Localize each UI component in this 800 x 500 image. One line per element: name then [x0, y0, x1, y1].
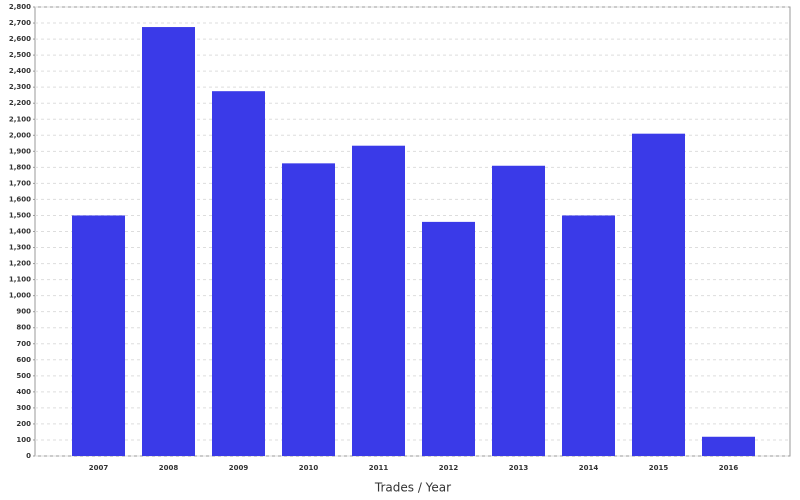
y-tick-label: 0 [26, 452, 31, 460]
y-tick-label: 2,700 [9, 19, 31, 27]
y-tick-label: 800 [16, 324, 31, 332]
y-tick-label: 2,000 [9, 131, 31, 139]
y-tick-label: 2,200 [9, 99, 31, 107]
y-tick-label: 500 [16, 372, 31, 380]
y-tick-label: 300 [16, 404, 31, 412]
y-tick-label: 1,900 [9, 147, 31, 155]
bar [632, 133, 685, 457]
x-tick-label: 2011 [369, 464, 389, 472]
y-tick-label: 1,800 [9, 163, 31, 171]
bar [492, 165, 545, 456]
x-tick-label: 2009 [229, 464, 249, 472]
y-tick-label: 1,600 [9, 195, 31, 203]
y-tick-label: 2,100 [9, 115, 31, 123]
x-tick-label: 2016 [719, 464, 739, 472]
bar [212, 91, 265, 456]
y-tick-label: 1,300 [9, 244, 31, 252]
bar [562, 215, 615, 456]
x-tick-label: 2010 [299, 464, 319, 472]
x-tick-label: 2012 [439, 464, 459, 472]
bar [702, 436, 755, 456]
y-tick-label: 2,500 [9, 51, 31, 59]
bar [142, 27, 195, 456]
y-tick-label: 100 [16, 436, 31, 444]
y-tick-label: 1,700 [9, 179, 31, 187]
y-tick-label: 2,300 [9, 83, 31, 91]
y-tick-label: 1,200 [9, 260, 31, 268]
y-tick-label: 2,800 [9, 3, 31, 11]
y-tick-label: 1,100 [9, 276, 31, 284]
y-tick-label: 600 [16, 356, 31, 364]
bar [282, 163, 335, 457]
y-tick-label: 200 [16, 420, 31, 428]
y-tick-label: 1,500 [9, 211, 31, 219]
bar [72, 215, 125, 456]
x-axis-label: Trades / Year [374, 481, 451, 495]
y-tick-label: 2,600 [9, 35, 31, 43]
y-tick-label: 700 [16, 340, 31, 348]
y-tick-label: 1,400 [9, 228, 31, 236]
x-tick-label: 2013 [509, 464, 529, 472]
x-tick-label: 2015 [649, 464, 669, 472]
bar [352, 145, 405, 456]
y-tick-label: 2,400 [9, 67, 31, 75]
y-tick-label: 900 [16, 308, 31, 316]
bar [422, 221, 475, 456]
x-tick-label: 2007 [89, 464, 109, 472]
y-tick-label: 400 [16, 388, 31, 396]
y-tick-label: 1,000 [9, 292, 31, 300]
x-tick-label: 2008 [159, 464, 179, 472]
x-tick-label: 2014 [579, 464, 599, 472]
